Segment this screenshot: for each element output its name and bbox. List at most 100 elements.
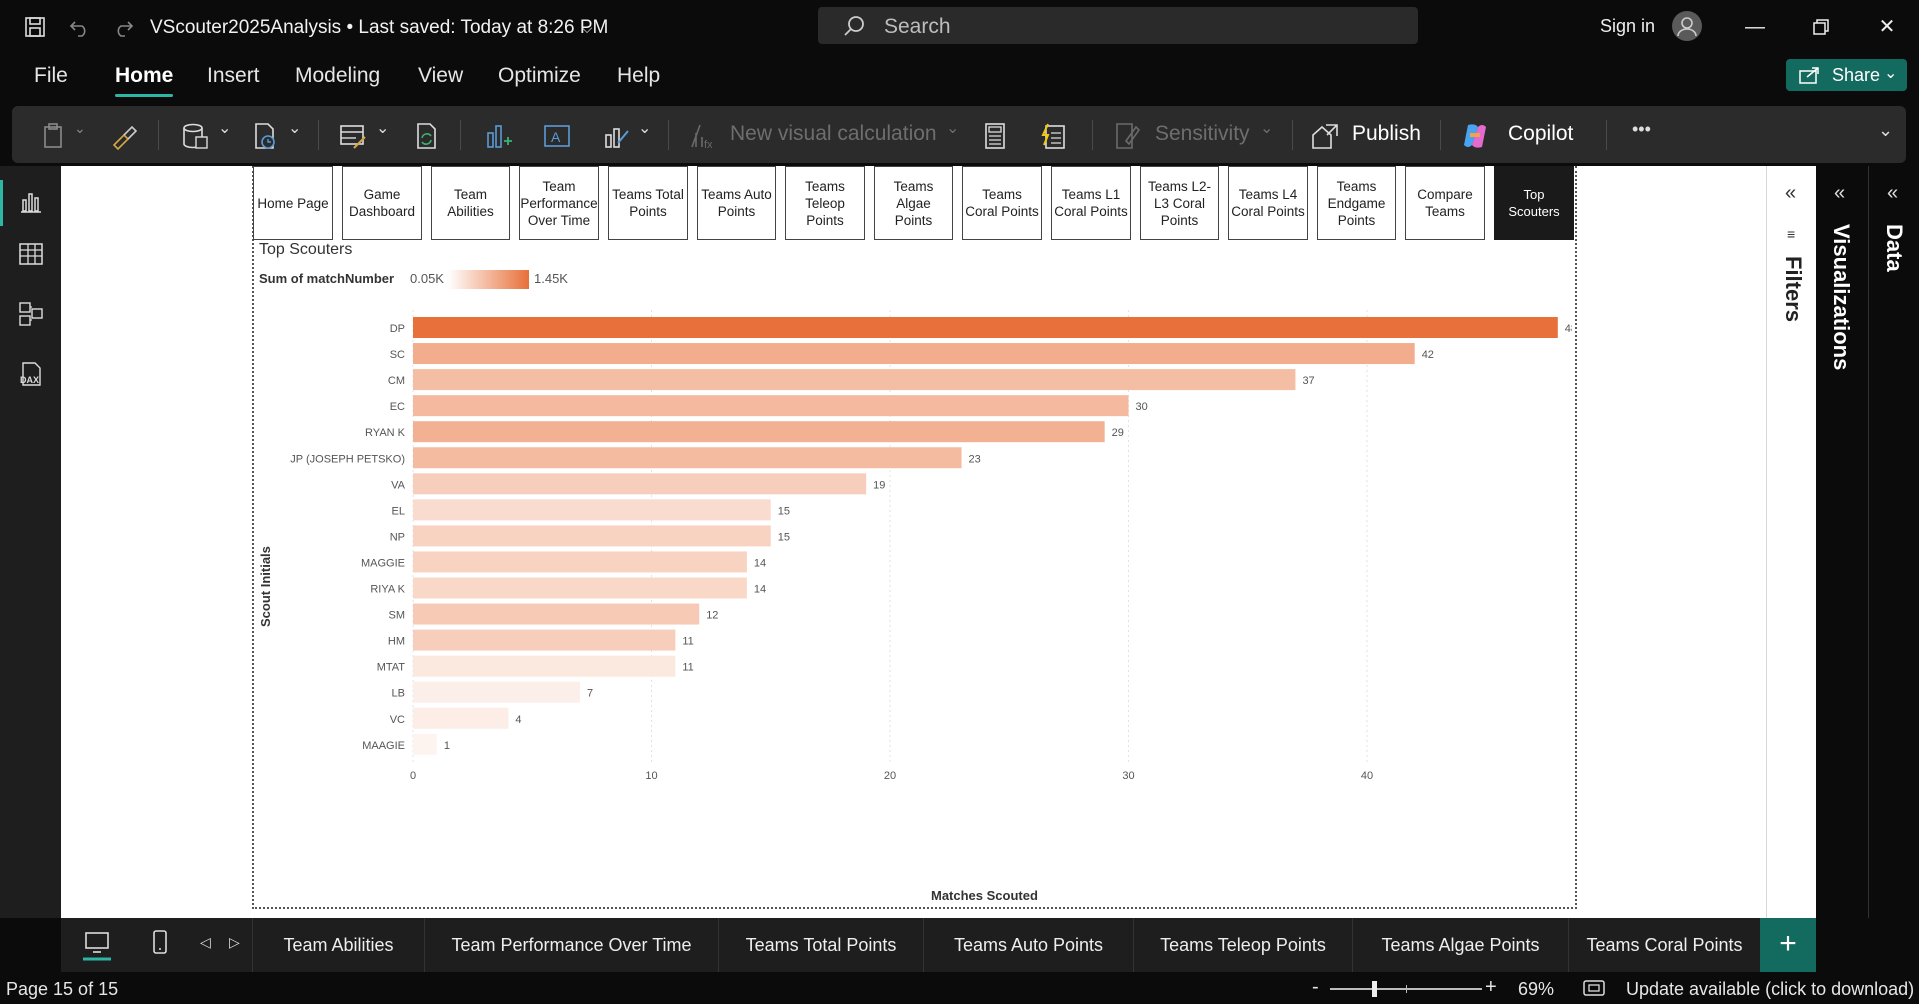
- restore-icon[interactable]: [1806, 12, 1836, 42]
- data-label[interactable]: Data: [1882, 224, 1907, 272]
- undo-icon[interactable]: [67, 14, 93, 40]
- page-tab-team-abilities[interactable]: Team Abilities: [252, 918, 424, 972]
- bar[interactable]: [413, 577, 747, 599]
- nav-button-teams-total-points[interactable]: Teams Total Points: [608, 166, 688, 240]
- bar[interactable]: [413, 733, 437, 755]
- quick-measure-icon[interactable]: [1038, 121, 1068, 151]
- dax-query-view-icon[interactable]: DAX: [17, 360, 45, 388]
- collapse-ribbon-icon[interactable]: ⌄: [1878, 120, 1894, 140]
- publish-button[interactable]: Publish: [1352, 122, 1421, 145]
- menu-modeling[interactable]: Modeling: [295, 64, 381, 87]
- chevron-down-icon[interactable]: ⌄: [74, 120, 86, 136]
- add-page-button[interactable]: +: [1760, 918, 1816, 972]
- zoom-level[interactable]: 69%: [1518, 979, 1555, 999]
- get-data-icon[interactable]: [180, 121, 210, 151]
- nav-button-teams-l2-l3-coral-points[interactable]: Teams L2-L3 Coral Points: [1140, 166, 1219, 240]
- chevron-down-icon[interactable]: ⌵: [581, 19, 593, 36]
- bar[interactable]: [413, 629, 676, 651]
- close-icon[interactable]: ✕: [1878, 16, 1896, 38]
- collapse-visualizations-icon[interactable]: «: [1834, 182, 1846, 204]
- sensitivity-button[interactable]: Sensitivity: [1155, 122, 1250, 145]
- nav-button-teams-auto-points[interactable]: Teams Auto Points: [697, 166, 776, 240]
- zoom-in-button[interactable]: +: [1485, 976, 1497, 998]
- copilot-button[interactable]: Copilot: [1508, 122, 1574, 145]
- nav-button-game-dashboard[interactable]: Game Dashboard: [342, 166, 422, 240]
- bar[interactable]: [413, 369, 1296, 391]
- new-visual-icon[interactable]: [484, 121, 514, 151]
- menu-file[interactable]: File: [34, 64, 68, 87]
- bar[interactable]: [413, 473, 867, 495]
- collapse-filters-icon[interactable]: «: [1785, 182, 1797, 204]
- recent-sources-icon[interactable]: [250, 121, 280, 151]
- bar[interactable]: [413, 551, 747, 573]
- nav-button-teams-l1-coral-points[interactable]: Teams L1 Coral Points: [1051, 166, 1131, 240]
- menu-view[interactable]: View: [418, 64, 464, 87]
- paste-icon[interactable]: [40, 121, 70, 151]
- copilot-icon[interactable]: [1460, 121, 1490, 151]
- filters-pane[interactable]: « ≡ Filters: [1766, 166, 1816, 918]
- nav-button-teams-teleop-points[interactable]: Teams Teleop Points: [785, 166, 865, 240]
- filters-label[interactable]: Filters: [1781, 256, 1806, 323]
- nav-button-compare-teams[interactable]: Compare Teams: [1405, 166, 1485, 240]
- chevron-down-icon[interactable]: ⌄: [1260, 120, 1274, 137]
- nav-button-teams-algae-points[interactable]: Teams Algae Points: [874, 166, 953, 240]
- prev-page-icon[interactable]: ◁: [200, 934, 211, 950]
- model-view-icon[interactable]: [17, 300, 45, 328]
- page-tab-team-performance-over-time[interactable]: Team Performance Over Time: [424, 918, 718, 972]
- page-tab-teams-auto-points[interactable]: Teams Auto Points: [923, 918, 1133, 972]
- menu-help[interactable]: Help: [617, 64, 661, 87]
- nav-button-team-abilities[interactable]: Team Abilities: [431, 166, 510, 240]
- new-visual-calculation-button[interactable]: New visual calculation: [730, 122, 937, 145]
- visual-calc-icon[interactable]: fx: [688, 121, 718, 151]
- zoom-out-button[interactable]: -: [1312, 976, 1319, 998]
- next-page-icon[interactable]: ▷: [229, 934, 240, 950]
- zoom-slider-thumb[interactable]: [1372, 981, 1377, 997]
- save-icon[interactable]: [22, 14, 48, 40]
- bar[interactable]: [413, 707, 509, 729]
- bar[interactable]: [413, 343, 1415, 365]
- app-title[interactable]: VScouter2025Analysis • Last saved: Today…: [150, 17, 609, 38]
- bar[interactable]: [413, 317, 1558, 338]
- bar[interactable]: [413, 525, 771, 547]
- nav-button-top-scouters[interactable]: Top Scouters: [1494, 166, 1574, 240]
- transform-data-icon[interactable]: [338, 121, 368, 151]
- nav-button-teams-endgame-points[interactable]: Teams Endgame Points: [1317, 166, 1396, 240]
- chevron-down-icon[interactable]: ⌄: [218, 120, 232, 137]
- mobile-layout-icon[interactable]: [147, 928, 173, 962]
- bar[interactable]: [413, 681, 580, 703]
- table-view-icon[interactable]: [17, 240, 45, 268]
- chevron-down-icon[interactable]: ⌄: [376, 120, 390, 137]
- nav-button-team-performance-over-time[interactable]: Team Performance Over Time: [519, 166, 599, 240]
- bar-chart[interactable]: 0 10 20 30 40 DP 48 SC 42 CM 37 EC 30 RYAN K 29 JP (JOS…: [252, 310, 1572, 890]
- calculator-icon[interactable]: [980, 121, 1010, 151]
- page-tab-teams-algae-points[interactable]: Teams Algae Points: [1352, 918, 1568, 972]
- share-button[interactable]: Share ⌄: [1786, 59, 1907, 91]
- menu-home[interactable]: Home: [115, 64, 174, 87]
- data-pane[interactable]: « Data: [1868, 166, 1919, 918]
- nav-button-home-page[interactable]: Home Page: [253, 166, 333, 240]
- visualizations-pane[interactable]: « Visualizations: [1816, 166, 1866, 918]
- page-tab-teams-coral-points[interactable]: Teams Coral Points: [1568, 918, 1760, 972]
- report-view-icon[interactable]: [17, 188, 45, 216]
- page-tab-teams-teleop-points[interactable]: Teams Teleop Points: [1133, 918, 1352, 972]
- refresh-icon[interactable]: [412, 121, 442, 151]
- menu-optimize[interactable]: Optimize: [498, 64, 581, 87]
- collapse-data-icon[interactable]: «: [1887, 182, 1899, 204]
- bar[interactable]: [413, 603, 700, 625]
- zoom-slider[interactable]: [1330, 981, 1482, 997]
- text-box-icon[interactable]: A: [542, 121, 572, 151]
- nav-button-teams-coral-points[interactable]: Teams Coral Points: [962, 166, 1042, 240]
- bar[interactable]: [413, 395, 1129, 417]
- redo-icon[interactable]: [110, 14, 136, 40]
- search-input[interactable]: Search: [818, 7, 1418, 44]
- minimize-icon[interactable]: —: [1745, 16, 1765, 38]
- bar[interactable]: [413, 421, 1105, 443]
- bar[interactable]: [413, 447, 962, 469]
- format-painter-icon[interactable]: [110, 121, 140, 151]
- chevron-down-icon[interactable]: ⌄: [946, 120, 960, 137]
- avatar[interactable]: [1672, 11, 1702, 41]
- chevron-down-icon[interactable]: ⌄: [288, 120, 302, 137]
- bar[interactable]: [413, 499, 771, 521]
- page-tab-teams-total-points[interactable]: Teams Total Points: [718, 918, 923, 972]
- menu-insert[interactable]: Insert: [207, 64, 260, 87]
